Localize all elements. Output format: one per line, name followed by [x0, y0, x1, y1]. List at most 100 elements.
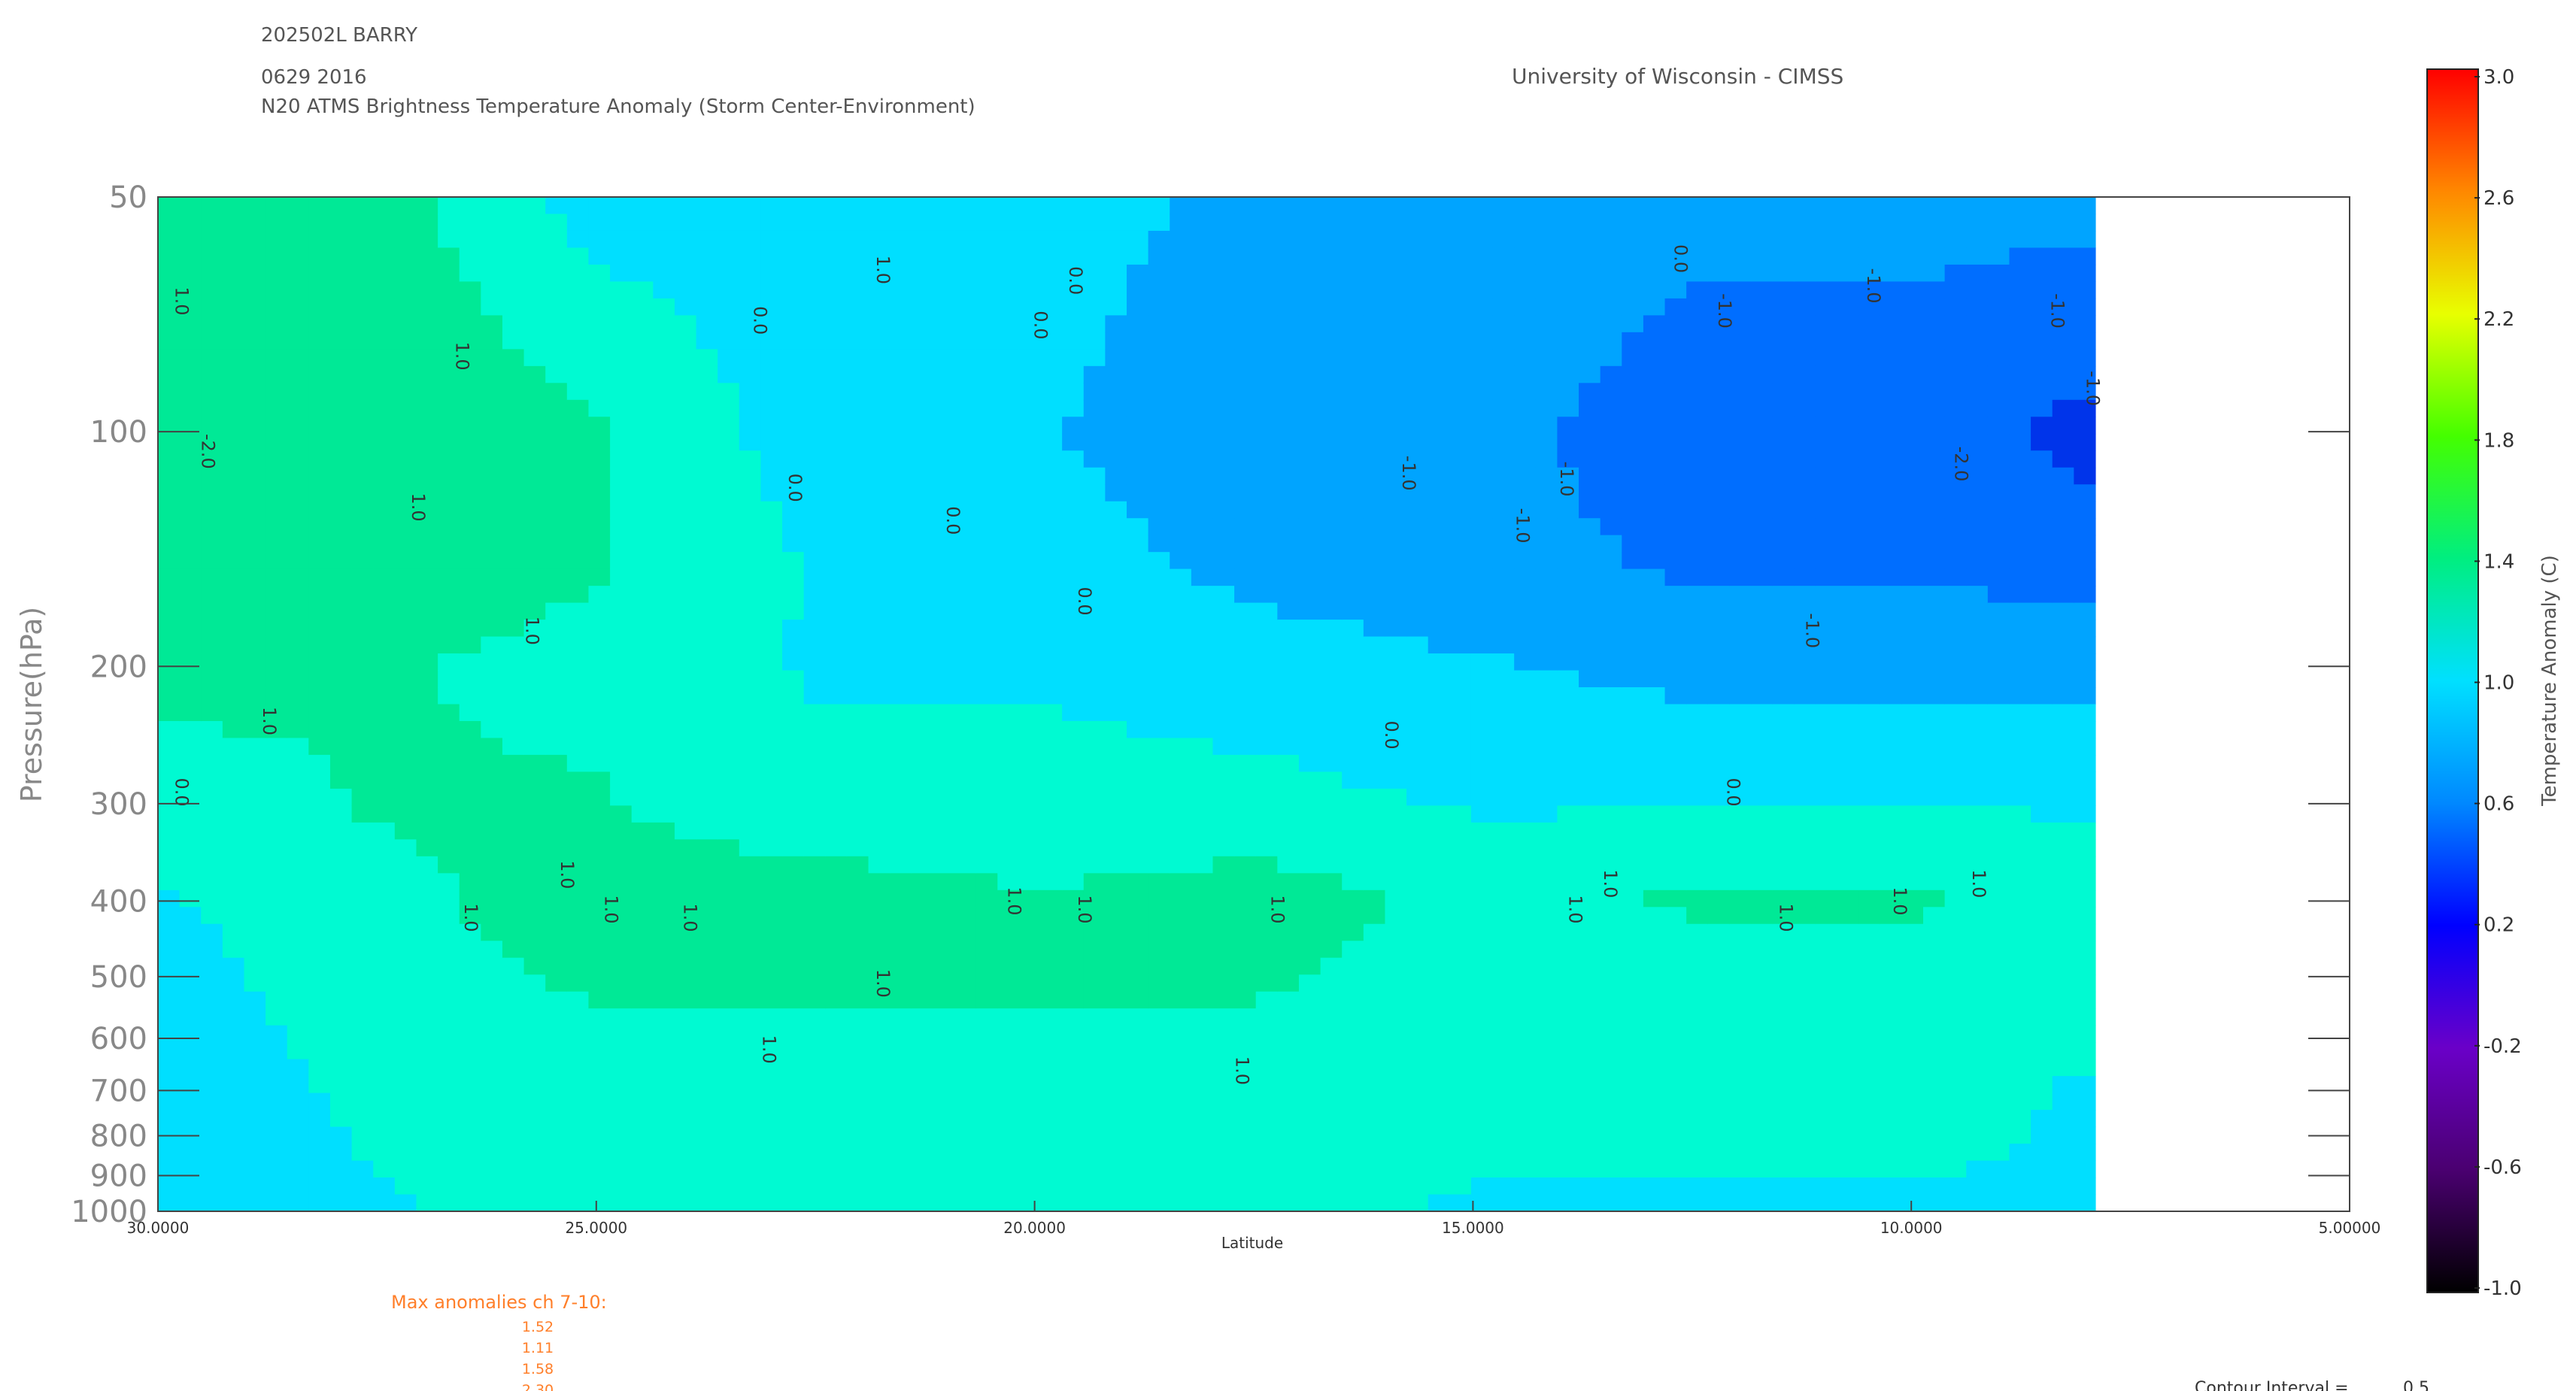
field-cell: [1643, 535, 1666, 553]
field-cell: [1212, 535, 1235, 553]
field-cell: [782, 653, 805, 671]
field-cell: [1815, 704, 1838, 722]
field-cell: [201, 247, 223, 265]
field-cell: [1277, 687, 1300, 705]
field-cell: [351, 568, 374, 586]
field-cell: [244, 941, 266, 959]
field-cell: [1191, 383, 1214, 401]
field-cell: [1083, 365, 1106, 383]
field-cell: [760, 620, 783, 638]
field-cell: [394, 822, 417, 840]
field-cell: [1600, 889, 1622, 908]
field-cell: [911, 907, 933, 925]
field-cell: [1148, 941, 1170, 959]
field-cell: [502, 552, 525, 570]
field-cell: [1083, 738, 1106, 756]
field-cell: [158, 670, 181, 688]
field-cell: [373, 315, 396, 333]
field-cell: [739, 1008, 762, 1026]
field-cell: [890, 450, 912, 468]
field-cell: [1600, 670, 1622, 688]
field-cell: [201, 1110, 223, 1128]
field-cell: [911, 518, 933, 536]
field-cell: [1320, 991, 1343, 1009]
field-cell: [1234, 720, 1257, 739]
field-cell: [244, 720, 266, 739]
field-cell: [911, 1160, 933, 1178]
field-cell: [1794, 1194, 1816, 1211]
field-cell: [1815, 365, 1838, 383]
field-cell: [244, 856, 266, 874]
field-cell: [179, 754, 202, 773]
field-cell: [459, 923, 481, 941]
field-cell: [1018, 1025, 1042, 1043]
field-cell: [1600, 941, 1622, 959]
field-cell: [1772, 365, 1795, 383]
field-cell: [201, 923, 223, 941]
field-cell: [610, 399, 633, 417]
field-cell: [1212, 1042, 1235, 1060]
field-cell: [1363, 1144, 1386, 1162]
field-cell: [158, 1110, 181, 1128]
field-cell: [394, 957, 417, 975]
field-cell: [588, 450, 611, 468]
field-cell: [1492, 214, 1515, 232]
field-cell: [588, 670, 611, 688]
field-cell: [1342, 974, 1364, 992]
field-cell: [287, 653, 309, 671]
field-cell: [179, 873, 202, 891]
field-cell: [1255, 1025, 1278, 1043]
field-cell: [201, 535, 223, 553]
field-cell: [997, 417, 1020, 435]
field-cell: [1579, 974, 1601, 992]
field-cell: [1837, 247, 1859, 265]
field-cell: [718, 484, 740, 502]
field-cell: [803, 738, 826, 756]
field-cell: [1277, 230, 1300, 249]
field-cell: [566, 1092, 590, 1111]
field-cell: [911, 1092, 933, 1111]
field-cell: [1707, 889, 1730, 908]
field-cell: [1794, 602, 1816, 620]
field-cell: [1406, 1160, 1429, 1178]
field-cell: [610, 1160, 633, 1178]
field-cell: [1492, 1092, 1515, 1111]
field-cell: [1170, 298, 1192, 316]
field-cell: [1901, 991, 1924, 1009]
field-cell: [1923, 552, 1946, 570]
field-cell: [610, 1059, 633, 1077]
field-cell: [1794, 535, 1816, 553]
field-cell: [1191, 687, 1214, 705]
field-cell: [846, 974, 869, 992]
field-cell: [890, 1008, 912, 1026]
field-cell: [1428, 754, 1450, 773]
field-cell: [1858, 1126, 1881, 1144]
field-cell: [1686, 1194, 1709, 1211]
field-cell: [1320, 805, 1343, 823]
field-cell: [287, 602, 309, 620]
field-cell: [394, 1144, 417, 1162]
field-cell: [1815, 433, 1838, 451]
field-cell: [1234, 1092, 1257, 1111]
field-cell: [1170, 552, 1192, 570]
field-cell: [1385, 1160, 1407, 1178]
field-cell: [1492, 467, 1515, 485]
field-cell: [1342, 197, 1364, 215]
field-cell: [394, 1160, 417, 1178]
field-cell: [351, 889, 374, 908]
field-cell: [803, 602, 826, 620]
field-cell: [1428, 247, 1450, 265]
field-cell: [1040, 923, 1063, 941]
field-cell: [1514, 738, 1537, 756]
field-cell: [868, 1008, 891, 1026]
field-cell: [287, 535, 309, 553]
field-cell: [308, 653, 331, 671]
field-cell: [782, 467, 805, 485]
field-cell: [1772, 754, 1795, 773]
field-cell: [1126, 518, 1149, 536]
field-cell: [1040, 720, 1063, 739]
field-cell: [158, 197, 181, 215]
field-cell: [222, 873, 245, 891]
field-cell: [179, 941, 202, 959]
field-cell: [1234, 433, 1257, 451]
